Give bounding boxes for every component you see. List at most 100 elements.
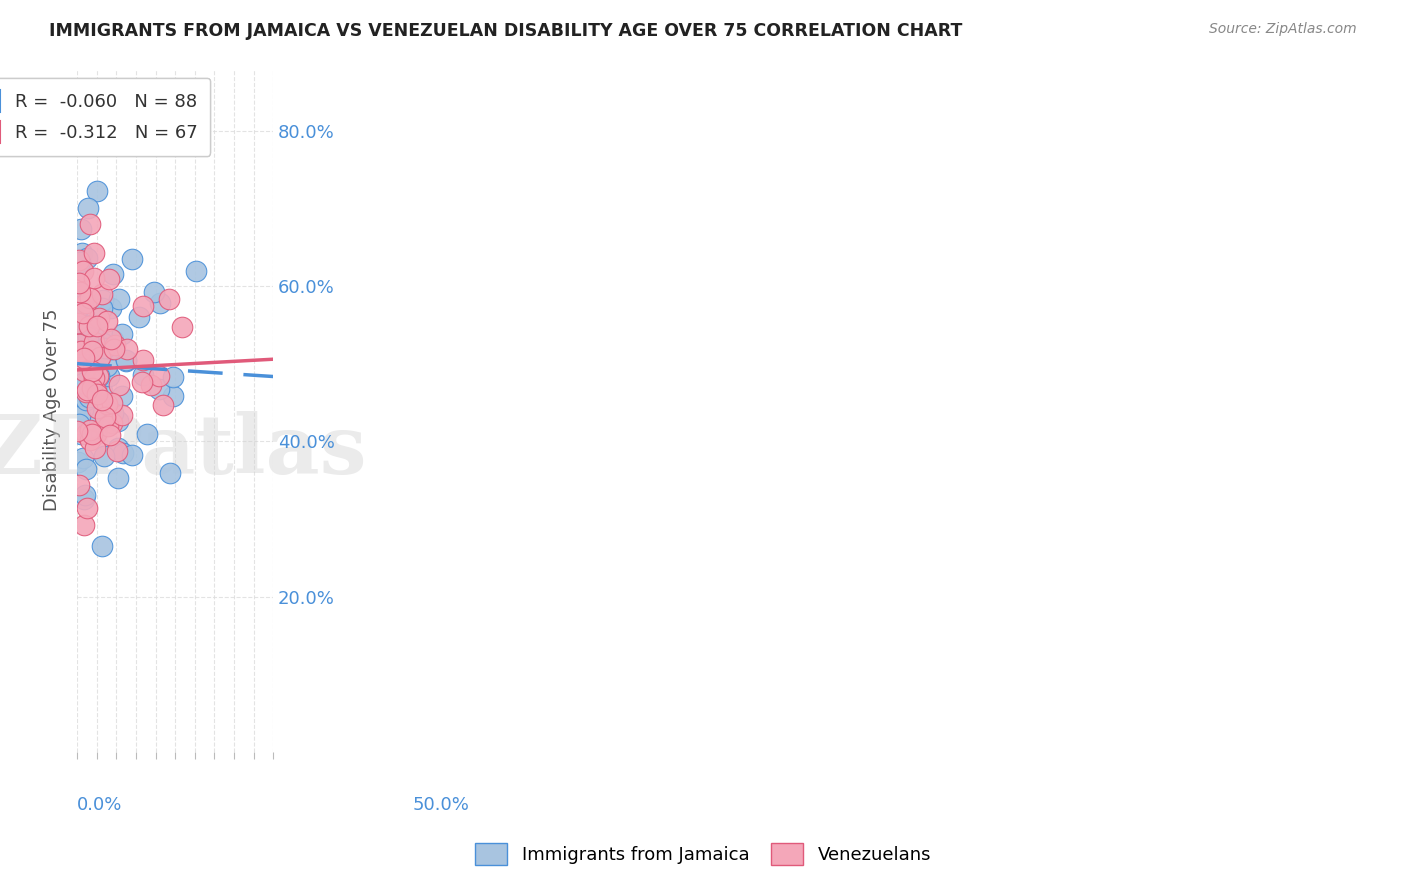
Point bbox=[107, 471, 129, 485]
Point bbox=[66, 346, 89, 360]
Point bbox=[84, 425, 107, 440]
Point bbox=[96, 314, 118, 328]
Point bbox=[79, 433, 101, 447]
Point bbox=[108, 292, 131, 306]
Point bbox=[67, 253, 90, 268]
Text: 0.0%: 0.0% bbox=[77, 797, 122, 814]
Point bbox=[72, 492, 94, 507]
Point bbox=[100, 332, 122, 346]
Point bbox=[79, 318, 101, 333]
Point bbox=[101, 406, 124, 420]
Point bbox=[73, 351, 96, 366]
Point bbox=[66, 424, 89, 438]
Legend: R =  -0.060   N = 88, R =  -0.312   N = 67: R = -0.060 N = 88, R = -0.312 N = 67 bbox=[0, 78, 211, 156]
Point bbox=[69, 409, 91, 423]
Point bbox=[115, 354, 138, 368]
Point bbox=[148, 369, 170, 384]
Point bbox=[96, 359, 118, 374]
Point bbox=[75, 393, 97, 408]
Point bbox=[98, 428, 121, 442]
Point bbox=[84, 384, 107, 398]
Point bbox=[76, 391, 98, 405]
Point bbox=[121, 252, 143, 267]
Point bbox=[86, 392, 108, 406]
Point bbox=[79, 336, 101, 351]
Point bbox=[73, 364, 96, 378]
Point bbox=[80, 427, 103, 442]
Legend: Immigrants from Jamaica, Venezuelans: Immigrants from Jamaica, Venezuelans bbox=[467, 836, 939, 872]
Point bbox=[128, 310, 150, 324]
Point bbox=[69, 285, 91, 299]
Point bbox=[97, 272, 120, 286]
Point bbox=[67, 340, 90, 354]
Point bbox=[67, 478, 90, 492]
Point bbox=[76, 350, 98, 364]
Point bbox=[77, 390, 100, 404]
Y-axis label: Disability Age Over 75: Disability Age Over 75 bbox=[44, 309, 60, 511]
Point bbox=[105, 443, 128, 458]
Text: ZIPatlas: ZIPatlas bbox=[0, 411, 368, 491]
Point bbox=[86, 401, 108, 415]
Point bbox=[72, 328, 94, 343]
Point bbox=[139, 377, 162, 392]
Point bbox=[84, 442, 107, 456]
Point bbox=[70, 330, 93, 344]
Point bbox=[162, 370, 184, 384]
Point bbox=[93, 449, 115, 463]
Point bbox=[67, 455, 90, 469]
Point bbox=[72, 332, 94, 346]
Point bbox=[82, 411, 104, 425]
Point bbox=[91, 301, 114, 316]
Point bbox=[70, 246, 93, 260]
Point bbox=[100, 342, 122, 356]
Point bbox=[72, 402, 94, 417]
Point bbox=[132, 368, 155, 383]
Point bbox=[66, 296, 89, 310]
Point bbox=[79, 291, 101, 305]
Point bbox=[67, 352, 90, 367]
Point bbox=[86, 184, 108, 198]
Point bbox=[72, 368, 94, 383]
Point bbox=[70, 335, 93, 350]
Point bbox=[159, 466, 181, 480]
Point bbox=[80, 364, 103, 378]
Point bbox=[82, 381, 104, 395]
Text: IMMIGRANTS FROM JAMAICA VS VENEZUELAN DISABILITY AGE OVER 75 CORRELATION CHART: IMMIGRANTS FROM JAMAICA VS VENEZUELAN DI… bbox=[49, 22, 963, 40]
Point bbox=[82, 374, 104, 388]
Point bbox=[70, 328, 93, 343]
Point bbox=[143, 285, 166, 300]
Point bbox=[157, 292, 180, 306]
Point bbox=[67, 337, 90, 351]
Point bbox=[87, 369, 110, 384]
Point bbox=[82, 326, 104, 341]
Point bbox=[79, 424, 101, 438]
Point bbox=[75, 426, 97, 441]
Point bbox=[75, 385, 97, 400]
Point bbox=[107, 441, 129, 455]
Point bbox=[72, 264, 94, 278]
Point bbox=[86, 378, 108, 392]
Point bbox=[115, 342, 138, 356]
Point bbox=[72, 376, 94, 390]
Point bbox=[101, 267, 124, 281]
Point bbox=[67, 277, 90, 291]
Point bbox=[69, 221, 91, 235]
Point bbox=[170, 319, 193, 334]
Point bbox=[91, 293, 114, 307]
Point bbox=[83, 246, 105, 260]
Point bbox=[107, 378, 129, 392]
Point bbox=[75, 296, 97, 310]
Point bbox=[87, 351, 110, 366]
Point bbox=[132, 299, 155, 313]
Point bbox=[83, 335, 105, 350]
Point bbox=[76, 501, 98, 516]
Point bbox=[91, 401, 114, 416]
Point bbox=[104, 338, 127, 352]
Point bbox=[94, 341, 117, 355]
Point bbox=[103, 333, 125, 347]
Point bbox=[111, 389, 134, 403]
Point bbox=[72, 305, 94, 319]
Point bbox=[90, 384, 112, 398]
Point bbox=[110, 326, 132, 341]
Point bbox=[83, 371, 105, 385]
